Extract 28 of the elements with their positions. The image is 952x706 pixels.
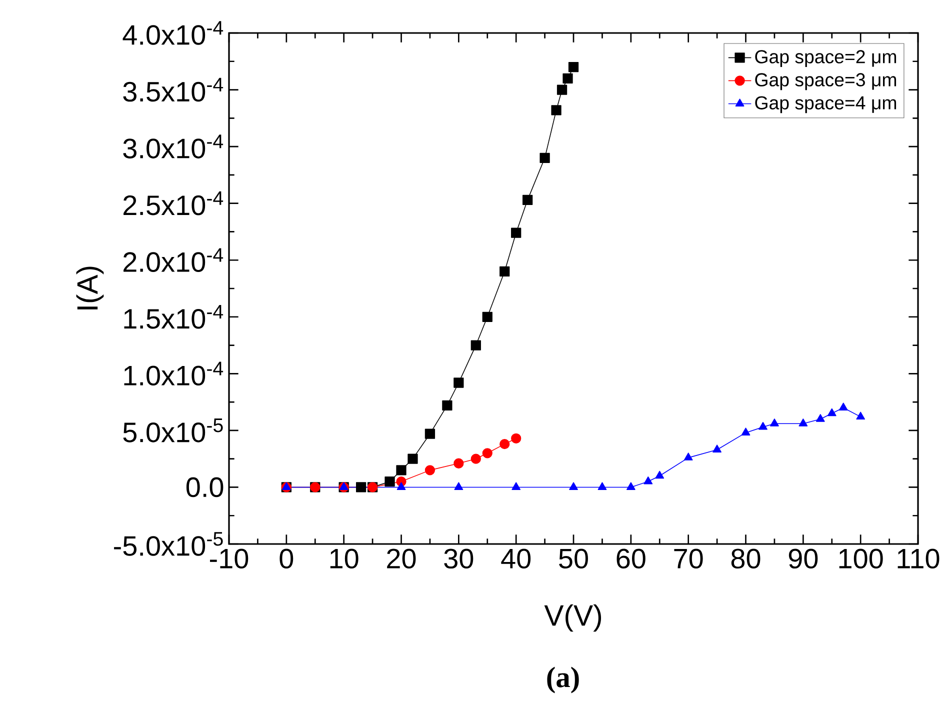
x-tick-label: 110 xyxy=(898,548,940,569)
y-tick-label: 1.5x10$^{-4}$ xyxy=(124,304,224,329)
x-tick-label: 90 xyxy=(788,548,818,569)
legend-label: Gap space=4 μm xyxy=(755,96,896,114)
x-tick-label: 80 xyxy=(731,548,760,569)
y-tick-label: 3.5x10$^{-4}$ xyxy=(123,78,224,102)
x-tick-label: 10 xyxy=(330,548,358,569)
y-tick-label: 2.5x10$^{-4}$ xyxy=(124,191,224,216)
x-tick-label: 50 xyxy=(559,548,588,569)
y-axis-title: I(A) xyxy=(76,266,104,310)
legend-label: Gap space=3 μm xyxy=(755,73,896,90)
x-tick-label: 40 xyxy=(501,548,531,569)
legend-label: Gap space=2 μm xyxy=(755,50,896,68)
x-tick-label: 0 xyxy=(280,548,294,569)
y-tick-label: 1.0x10$^{-4}$ xyxy=(124,362,224,386)
y-tick-label: 3.0x10$^{-4}$ xyxy=(123,134,224,158)
x-tick-label: 30 xyxy=(444,548,474,569)
x-tick-label: 70 xyxy=(674,548,703,569)
x-tick-label: 100 xyxy=(839,548,883,569)
x-tick-label: 20 xyxy=(387,548,416,569)
y-tick-label: 4.0x10$^{-4}$ xyxy=(122,21,224,45)
y-tick-label: 2.0x10$^{-4}$ xyxy=(124,248,224,272)
y-tick-label: 5.0x10$^{-5}$ xyxy=(123,418,223,442)
x-tick-label: 60 xyxy=(616,548,646,569)
x-axis-title: V(V) xyxy=(544,604,602,632)
x-tick-label: -10 xyxy=(210,548,248,569)
y-tick-label: 0.0 xyxy=(186,477,224,498)
text: (a) xyxy=(547,666,579,694)
